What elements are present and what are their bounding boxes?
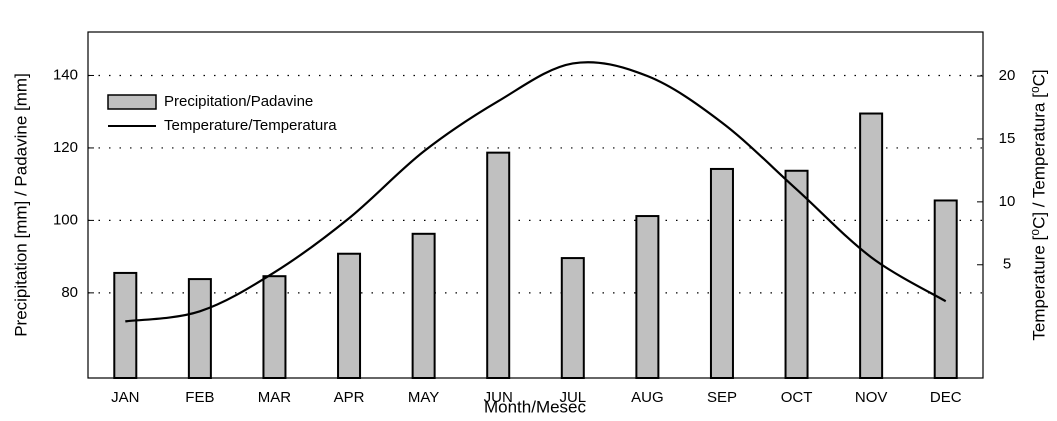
bar <box>784 169 809 379</box>
y-tick-label: 120 <box>53 139 78 156</box>
bar <box>187 278 212 379</box>
x-tick-label: APR <box>334 389 365 406</box>
plot-frame <box>87 31 984 379</box>
x-tick-label: OCT <box>781 389 813 406</box>
legend-swatch <box>107 94 157 110</box>
x-tick-label: JUL <box>559 389 586 406</box>
legend-label: Precipitation/Padavine <box>164 93 313 110</box>
bar <box>411 232 436 379</box>
bar <box>113 271 138 380</box>
x-tick-label: JUN <box>484 389 513 406</box>
y2-axis-title: Temperature [⁰C] / Temperatura [⁰C] <box>1029 69 1048 340</box>
x-tick-label: FEB <box>185 389 214 406</box>
bar <box>560 257 585 379</box>
y2-tick-label: 20 <box>999 67 1016 84</box>
bar <box>709 167 734 379</box>
x-tick-label: NOV <box>855 389 888 406</box>
bar <box>859 112 884 380</box>
temperature-line <box>125 61 947 323</box>
y-axis-title: Precipitation [mm] / Padavine [mm] <box>11 73 30 337</box>
y2-tick-label: 15 <box>999 130 1016 147</box>
y-tick-label: 80 <box>61 284 78 301</box>
bar <box>486 151 511 379</box>
x-tick-label: MAR <box>258 389 292 406</box>
y-tick-label: 140 <box>53 66 78 83</box>
legend-label: Temperature/Temperatura <box>164 117 337 134</box>
y2-tick-label: 5 <box>1003 256 1011 273</box>
x-tick-label: AUG <box>631 389 664 406</box>
x-tick-label: SEP <box>707 389 737 406</box>
bar <box>933 199 958 379</box>
y2-tick-label: 10 <box>999 193 1016 210</box>
bar <box>635 215 660 379</box>
x-tick-label: JAN <box>111 389 139 406</box>
bar <box>262 275 287 379</box>
x-tick-label: DEC <box>930 389 962 406</box>
y-tick-label: 100 <box>53 211 78 228</box>
x-axis-title: Month/Mesec <box>484 397 587 416</box>
bar <box>337 252 362 379</box>
x-tick-label: MAY <box>408 389 439 406</box>
